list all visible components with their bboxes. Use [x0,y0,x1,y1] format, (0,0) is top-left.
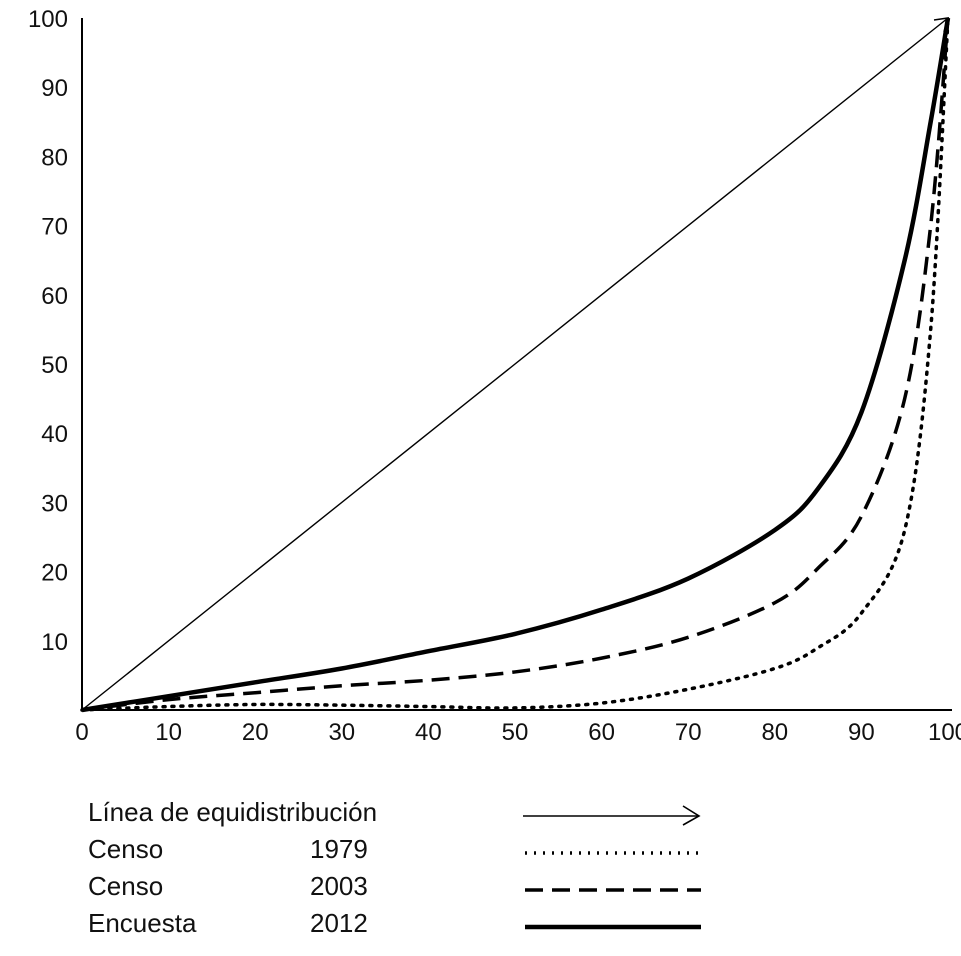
y-tick-label: 40 [41,421,68,448]
legend-year-1979: 1979 [310,834,368,864]
legend-year-2003: 2003 [310,871,368,901]
series-line-censo-1979 [80,16,950,712]
y-tick-label: 90 [41,75,68,102]
x-tick-label: 0 [75,719,88,746]
x-tick-label: 10 [155,719,182,746]
legend-item-censo-2003: Censo 2003 [88,868,728,905]
legend-swatch-dotted [525,851,701,855]
legend-year-2012: 2012 [310,908,368,938]
legend-label-censo-2003: Censo [88,871,164,901]
x-tick-label: 60 [588,719,615,746]
series-line-encuesta-2012 [81,17,951,713]
y-tick-label: 50 [41,352,68,379]
legend-swatch-dashed [525,888,701,892]
x-tick-label: 20 [242,719,269,746]
lorenz-curve-chart: 0 10 20 30 40 50 60 70 80 90 100 10 20 30 40 50 60 70 80 90… [28,6,961,746]
chart-legend: Línea de equidistribución Censo 1979 Cen… [88,794,728,942]
legend-item-censo-1979: Censo 1979 [88,831,728,868]
legend-item-encuesta-2012: Encuesta 2012 [88,905,728,942]
x-tick-label: 80 [761,719,788,746]
legend-label-censo-1979: Censo [88,834,164,864]
legend-swatch-equidistribution-arrow [523,805,701,826]
legend-label-equidistribution: Línea de equidistribución [88,797,378,827]
y-tick-label: 80 [41,144,68,171]
y-tick-label: 100 [28,6,68,33]
y-tick-label: 70 [41,214,68,241]
x-tick-label: 30 [328,719,355,746]
x-tick-label: 70 [675,719,702,746]
legend-item-equidistribution: Línea de equidistribución [88,794,728,831]
series-line-equidistribution [81,17,949,711]
legend-swatch-solid [525,924,701,930]
x-tick-label: 100 [928,719,961,746]
y-tick-label: 10 [41,629,68,656]
x-tick-label: 50 [502,719,529,746]
legend-label-encuesta-2012: Encuesta [88,908,197,938]
x-tick-label: 40 [415,719,442,746]
y-tick-label: 60 [41,283,68,310]
x-tick-label: 90 [848,719,875,746]
y-tick-label: 20 [41,560,68,587]
y-tick-label: 30 [41,490,68,517]
series-line-censo-2003 [81,17,950,712]
